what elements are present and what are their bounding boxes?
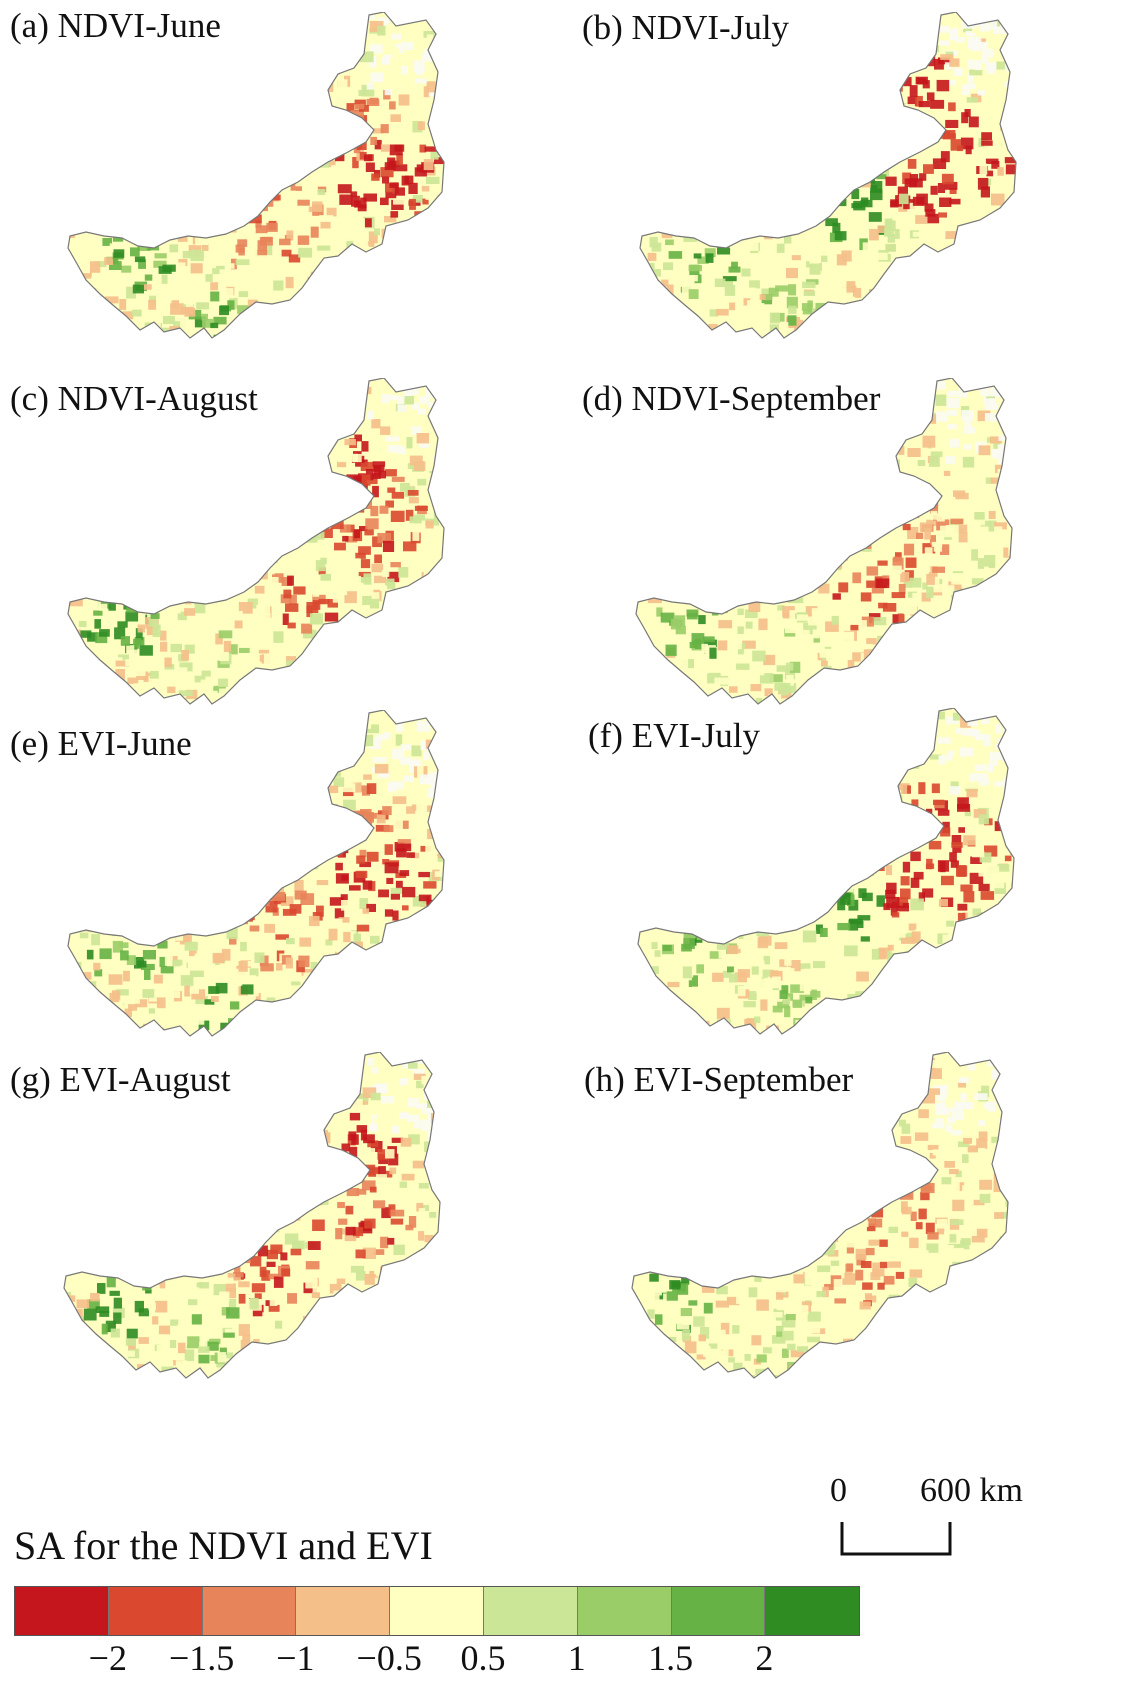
scale-bar-end-label: 600 km [920, 1472, 1023, 1509]
legend-swatch-2 [202, 1587, 297, 1635]
map-evi-september [631, 1052, 1009, 1379]
panel-title-evi-september: (h) EVI-September [584, 1060, 854, 1099]
map-evi-august [63, 1052, 441, 1379]
legend-swatch-0 [15, 1587, 109, 1635]
panel-title-evi-august: (g) EVI-August [10, 1060, 231, 1099]
map-ndvi-september [635, 378, 1013, 705]
map-evi-july [637, 708, 1015, 1035]
legend-color-bar [14, 1586, 861, 1636]
legend-swatch-1 [108, 1587, 203, 1635]
scale-bar-start-label: 0 [830, 1472, 847, 1509]
scale-bar [840, 1522, 952, 1556]
map-ndvi-june [67, 12, 445, 339]
legend-tick-label: −0.5 [356, 1638, 422, 1678]
legend-swatch-5 [483, 1587, 578, 1635]
legend-title: SA for the NDVI and EVI [14, 1523, 433, 1568]
map-ndvi-july [639, 12, 1017, 339]
map-ndvi-august [67, 378, 445, 705]
legend-tick-label: 1.5 [648, 1638, 694, 1678]
panel-title-evi-june: (e) EVI-June [10, 724, 192, 763]
panel-title-ndvi-july: (b) NDVI-July [582, 8, 790, 47]
legend-tick-label: −1.5 [168, 1638, 235, 1678]
panel-title-ndvi-june: (a) NDVI-June [10, 6, 221, 45]
panel-title-ndvi-september: (d) NDVI-September [582, 379, 881, 418]
panel-title-ndvi-august: (c) NDVI-August [10, 379, 258, 418]
legend-swatch-6 [577, 1587, 672, 1635]
legend-tick-label: 2 [755, 1638, 774, 1678]
legend-tick-label: −1 [276, 1638, 315, 1678]
panel-title-evi-july: (f) EVI-July [588, 716, 761, 755]
legend-tick-label: 1 [567, 1638, 586, 1678]
map-evi-june [67, 710, 445, 1037]
legend-swatch-3 [296, 1587, 391, 1635]
legend-swatch-7 [671, 1587, 766, 1635]
legend-tick-label: −2 [88, 1638, 127, 1678]
legend-swatch-8 [765, 1587, 860, 1635]
legend-tick-label: 0.5 [460, 1638, 506, 1678]
legend-swatch-4 [390, 1587, 484, 1635]
